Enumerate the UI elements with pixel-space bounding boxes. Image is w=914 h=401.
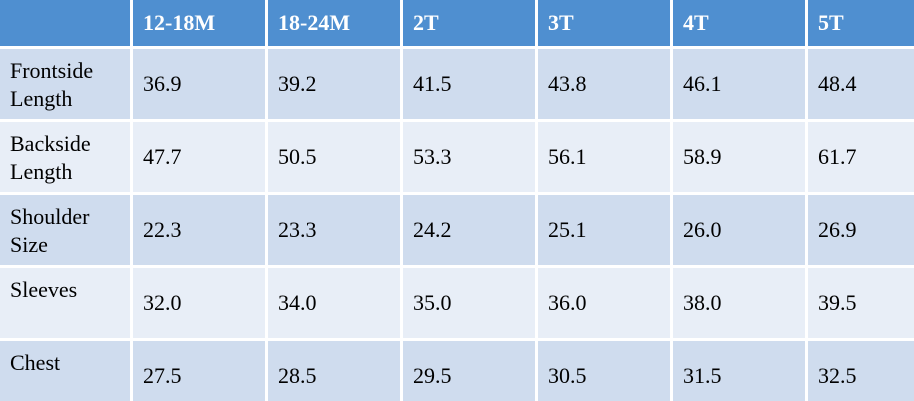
column-header: 4T (673, 0, 805, 46)
row-label: Sleeves (0, 268, 130, 338)
table-cell: 39.2 (268, 49, 400, 119)
table-cell: 50.5 (268, 122, 400, 192)
corner-cell (0, 0, 130, 46)
table-cell: 32.5 (808, 341, 914, 401)
table-cell: 26.0 (673, 195, 805, 265)
table-cell: 53.3 (403, 122, 535, 192)
table-cell: 39.5 (808, 268, 914, 338)
table-cell: 48.4 (808, 49, 914, 119)
table-cell: 31.5 (673, 341, 805, 401)
column-header: 12-18M (133, 0, 265, 46)
table-cell: 34.0 (268, 268, 400, 338)
column-header: 3T (538, 0, 670, 46)
table-cell: 56.1 (538, 122, 670, 192)
table-cell: 36.9 (133, 49, 265, 119)
row-label: Backside Length (0, 122, 130, 192)
table-cell: 61.7 (808, 122, 914, 192)
table-cell: 43.8 (538, 49, 670, 119)
table-cell: 24.2 (403, 195, 535, 265)
table-cell: 35.0 (403, 268, 535, 338)
table-cell: 23.3 (268, 195, 400, 265)
table-cell: 28.5 (268, 341, 400, 401)
table-cell: 58.9 (673, 122, 805, 192)
table-cell: 36.0 (538, 268, 670, 338)
table-cell: 27.5 (133, 341, 265, 401)
table-cell: 30.5 (538, 341, 670, 401)
row-label: Chest (0, 341, 130, 401)
table-cell: 47.7 (133, 122, 265, 192)
row-label: Shoulder Size (0, 195, 130, 265)
row-label: Frontside Length (0, 49, 130, 119)
table-cell: 22.3 (133, 195, 265, 265)
table-cell: 41.5 (403, 49, 535, 119)
table-cell: 25.1 (538, 195, 670, 265)
table-cell: 38.0 (673, 268, 805, 338)
table-cell: 32.0 (133, 268, 265, 338)
table-cell: 26.9 (808, 195, 914, 265)
column-header: 18-24M (268, 0, 400, 46)
table-cell: 46.1 (673, 49, 805, 119)
column-header: 5T (808, 0, 914, 46)
column-header: 2T (403, 0, 535, 46)
table-cell: 29.5 (403, 341, 535, 401)
